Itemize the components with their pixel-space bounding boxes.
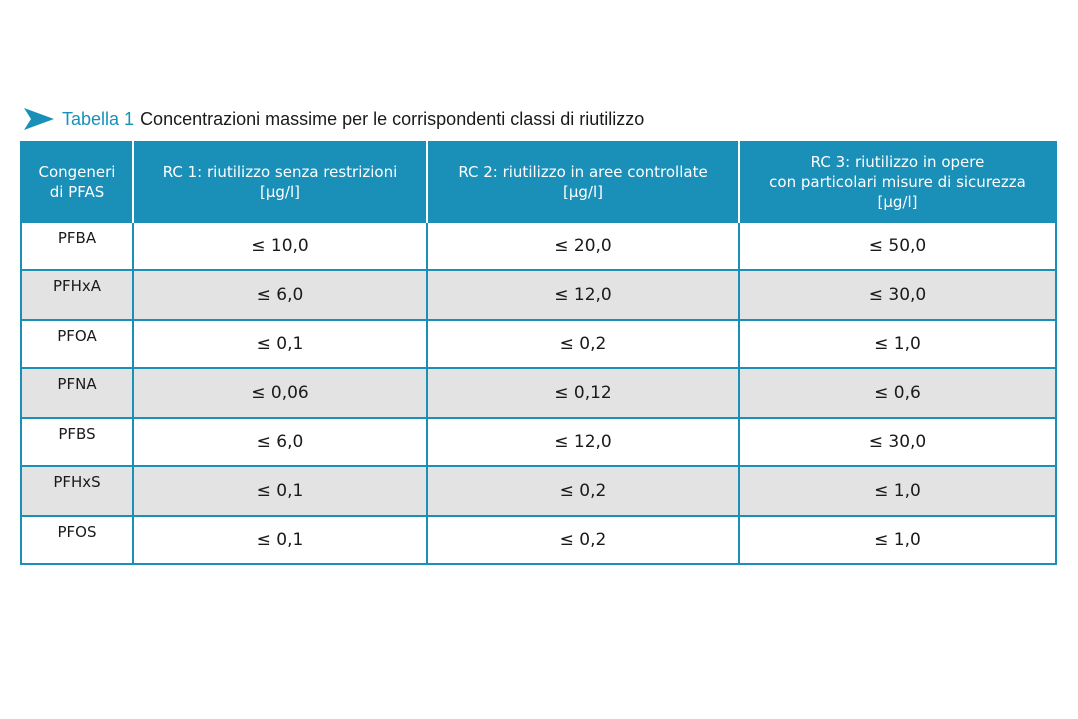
cell-rc2: ≤ 20,0 xyxy=(426,221,740,271)
header-rc3: RC 3: riutilizzo in opere con particolar… xyxy=(738,142,1056,222)
cell-rc1: ≤ 6,0 xyxy=(132,417,428,467)
header-rc1: RC 1: riutilizzo senza restrizioni [µg/l… xyxy=(132,142,428,222)
cell-congener: PFOS xyxy=(20,515,134,565)
cell-rc2: ≤ 0,12 xyxy=(426,367,740,419)
cell-rc1: ≤ 0,1 xyxy=(132,515,428,565)
table-label: Tabella 1 xyxy=(62,108,135,129)
table-row-pfoa: PFOA ≤ 0,1 ≤ 0,2 ≤ 1,0 xyxy=(20,319,1057,369)
cell-rc1: ≤ 10,0 xyxy=(132,221,428,271)
cell-rc1: ≤ 0,06 xyxy=(132,367,428,419)
cell-rc2: ≤ 0,2 xyxy=(426,319,740,369)
table-row-pfba: PFBA ≤ 10,0 ≤ 20,0 ≤ 50,0 xyxy=(20,221,1057,271)
header-congeneri: Congeneri di PFAS xyxy=(21,142,134,222)
cell-rc3: ≤ 50,0 xyxy=(738,221,1057,271)
cell-rc2: ≤ 0,2 xyxy=(426,465,740,517)
cell-congener: PFNA xyxy=(20,367,134,419)
table-row-pfna: PFNA ≤ 0,06 ≤ 0,12 ≤ 0,6 xyxy=(20,367,1057,419)
cell-rc3: ≤ 30,0 xyxy=(738,417,1057,467)
pfas-concentration-table: Congeneri di PFAS RC 1: riutilizzo senza… xyxy=(20,141,1057,565)
cell-rc3: ≤ 1,0 xyxy=(738,319,1057,369)
cell-congener: PFOA xyxy=(20,319,134,369)
cell-rc2: ≤ 12,0 xyxy=(426,417,740,467)
cell-congener: PFBA xyxy=(20,221,134,271)
table-row-pfbs: PFBS ≤ 6,0 ≤ 12,0 ≤ 30,0 xyxy=(20,417,1057,467)
table-caption: Tabella 1 Concentrazioni massime per le … xyxy=(24,104,644,134)
cell-rc3: ≤ 1,0 xyxy=(738,465,1057,517)
cell-congener: PFHxS xyxy=(20,465,134,517)
header-row: Congeneri di PFAS RC 1: riutilizzo senza… xyxy=(21,142,1056,222)
arrow-right-icon xyxy=(24,108,54,130)
header-rc2: RC 2: riutilizzo in aree controllate [µg… xyxy=(426,142,740,222)
cell-congener: PFBS xyxy=(20,417,134,467)
cell-rc3: ≤ 1,0 xyxy=(738,515,1057,565)
table-title: Concentrazioni massime per le corrispond… xyxy=(140,108,645,129)
cell-rc3: ≤ 0,6 xyxy=(738,367,1057,419)
table-row-pfhxa: PFHxA ≤ 6,0 ≤ 12,0 ≤ 30,0 xyxy=(20,269,1057,321)
cell-rc1: ≤ 0,1 xyxy=(132,319,428,369)
table-row-pfhxs: PFHxS ≤ 0,1 ≤ 0,2 ≤ 1,0 xyxy=(20,465,1057,517)
cell-rc3: ≤ 30,0 xyxy=(738,269,1057,321)
cell-rc2: ≤ 0,2 xyxy=(426,515,740,565)
cell-rc1: ≤ 0,1 xyxy=(132,465,428,517)
table-row-pfos: PFOS ≤ 0,1 ≤ 0,2 ≤ 1,0 xyxy=(20,515,1057,565)
cell-rc1: ≤ 6,0 xyxy=(132,269,428,321)
cell-congener: PFHxA xyxy=(20,269,134,321)
cell-rc2: ≤ 12,0 xyxy=(426,269,740,321)
